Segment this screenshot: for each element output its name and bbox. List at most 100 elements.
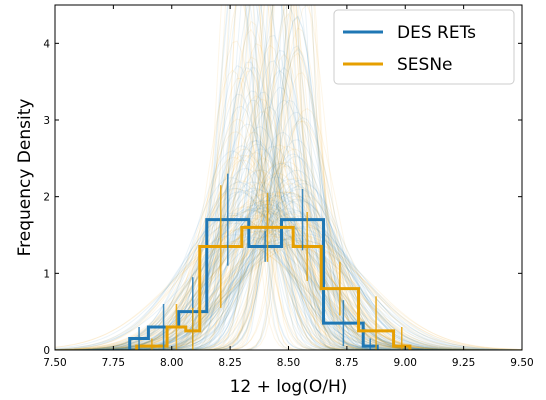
posterior-curve [55, 148, 522, 350]
posterior-curve [55, 210, 522, 350]
posterior-curve [55, 91, 522, 350]
posterior-curve [55, 212, 522, 350]
x-axis-ticks: 7.50 7.75 8.00 8.25 8.50 8.75 9.00 9.25 9.50 [43, 5, 534, 369]
x-tick-label: 8.25 [218, 357, 241, 369]
posterior-curve [55, 99, 522, 350]
posterior-curve [55, 16, 522, 350]
posterior-curve [55, 69, 522, 350]
posterior-curve [55, 212, 522, 350]
posterior-curve [55, 169, 522, 350]
posterior-curve [55, 98, 522, 350]
posterior-curve [55, 238, 522, 350]
posterior-curve [55, 120, 522, 350]
posterior-curve [55, 156, 522, 350]
posterior-curve [55, 243, 522, 350]
posterior-curve [55, 52, 522, 350]
posterior-curve [55, 5, 522, 350]
posterior-curve [55, 159, 522, 350]
posterior-curve [55, 238, 522, 350]
posterior-curve [55, 154, 522, 350]
y-tick-label: 0 [43, 345, 50, 357]
posterior-curve [55, 111, 522, 350]
posterior-curve [55, 219, 522, 350]
posterior-curve [55, 226, 522, 350]
posterior-curve [55, 241, 522, 350]
posterior-curve [55, 5, 522, 350]
posterior-curve [55, 234, 522, 350]
posterior-curve [55, 155, 522, 350]
posterior-curve [55, 233, 522, 350]
legend: DES RETs SESNe [333, 9, 515, 85]
posterior-curve [55, 219, 522, 350]
posterior-curve [55, 181, 522, 350]
posterior-curve [55, 239, 522, 350]
posterior-curve [55, 131, 522, 350]
posterior-curve [55, 214, 522, 350]
posterior-curve [55, 145, 522, 350]
x-tick-label: 8.50 [277, 357, 300, 369]
x-tick-label: 8.75 [335, 357, 358, 369]
y-tick-label: 3 [43, 115, 50, 127]
posterior-curve [55, 53, 522, 350]
x-tick-label: 7.75 [102, 357, 125, 369]
posterior-curve [55, 229, 522, 350]
legend-label-des-rets: DES RETs [397, 23, 476, 43]
posterior-curve [55, 181, 522, 350]
posterior-curve [55, 213, 522, 350]
posterior-curve [55, 5, 522, 350]
posterior-curve [55, 5, 522, 350]
posterior-curve [55, 5, 522, 350]
posterior-curve [55, 153, 522, 350]
posterior-curve [55, 240, 522, 350]
posterior-curve [55, 5, 522, 350]
posterior-curve [55, 5, 522, 350]
posterior-curve [55, 5, 522, 350]
x-axis-label: 12 + log(O/H) [230, 377, 348, 397]
posterior-curve [55, 60, 522, 350]
posterior-curve [55, 236, 522, 350]
histogram-des-rets [128, 218, 379, 350]
posterior-curve [55, 200, 522, 350]
x-tick-label: 8.00 [160, 357, 183, 369]
posterior-curve [55, 187, 522, 350]
posterior-curve [55, 66, 522, 350]
posterior-curve [55, 139, 522, 350]
posterior-curve [55, 237, 522, 350]
x-tick-label: 9.00 [394, 357, 417, 369]
posterior-curve [55, 106, 522, 350]
posterior-curve [55, 169, 522, 350]
posterior-curve [55, 45, 522, 350]
posterior-curve [55, 5, 522, 350]
posterior-curve [55, 180, 522, 350]
posterior-curve [55, 117, 522, 350]
posterior-curve [55, 5, 522, 350]
posterior-curve [55, 15, 522, 350]
posterior-curve [55, 61, 522, 350]
posterior-curve [55, 244, 522, 350]
posterior-curve [55, 230, 522, 350]
error-bars [138, 173, 403, 350]
posterior-curve [55, 86, 522, 350]
posterior-curve [55, 148, 522, 350]
y-tick-label: 4 [43, 38, 50, 50]
y-tick-label: 1 [43, 268, 50, 280]
posterior-curve [55, 20, 522, 350]
legend-label-sesne: SESNe [397, 55, 453, 75]
posterior-curve [55, 5, 522, 350]
y-axis-ticks: 0 1 2 3 4 [43, 38, 522, 357]
posterior-curve [55, 5, 522, 350]
posterior-curve [55, 95, 522, 350]
posterior-curve [55, 227, 522, 350]
posterior-curve [55, 46, 522, 350]
posterior-curve [55, 27, 522, 350]
posterior-curve [55, 5, 522, 350]
posterior-curve [55, 5, 522, 350]
posterior-curve [55, 233, 522, 350]
posterior-curve [55, 5, 522, 350]
posterior-curve [55, 131, 522, 350]
posterior-curve [55, 67, 522, 350]
posterior-curve [55, 5, 522, 350]
posterior-curve [55, 231, 522, 350]
posterior-curve [55, 28, 522, 350]
